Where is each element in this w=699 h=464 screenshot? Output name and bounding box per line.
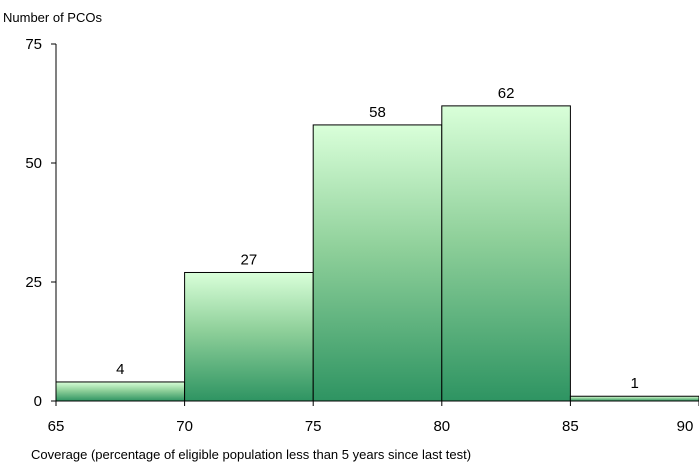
- x-tick-label: 80: [433, 418, 450, 435]
- bar-data-label: 1: [631, 375, 639, 392]
- x-tick-label: 75: [305, 418, 322, 435]
- y-tick-label: 75: [25, 36, 42, 53]
- histogram-bar: [55, 381, 186, 402]
- x-tick-label: 65: [48, 418, 65, 435]
- x-tick-label: 85: [562, 418, 579, 435]
- x-tick-label: 90: [677, 418, 694, 435]
- y-tick-label: 50: [25, 155, 42, 172]
- x-tick-label: 70: [176, 418, 193, 435]
- ticks-layer: 0 25 50 75 65 70 75 80 85 90: [25, 36, 699, 435]
- bar-data-label: 58: [369, 104, 386, 121]
- y-tick-label: 25: [25, 274, 42, 291]
- bar-data-label: 62: [498, 85, 515, 102]
- x-axis-label: Coverage (percentage of eligible populat…: [31, 447, 471, 462]
- bar-data-label: 4: [116, 361, 124, 378]
- data-labels-layer: 4 27 58 62 1: [116, 85, 639, 392]
- histogram-bar: [312, 124, 443, 402]
- bars-layer: [55, 105, 699, 402]
- histogram-bar: [441, 105, 571, 402]
- histogram-bar: [569, 395, 699, 402]
- axes-layer: [55, 44, 699, 402]
- bar-data-label: 27: [241, 251, 258, 268]
- y-axis-label: Number of PCOs: [3, 10, 102, 25]
- histogram-bar: [184, 271, 314, 402]
- y-tick-label: 0: [34, 393, 42, 410]
